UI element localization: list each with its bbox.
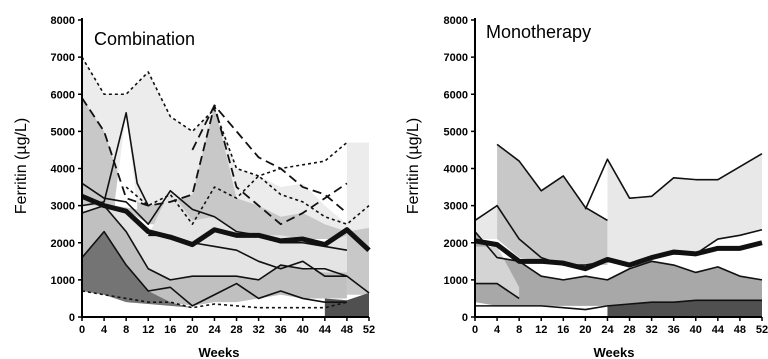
monotherapy-y-tick-label: 2000 <box>444 238 468 250</box>
combination-band-6 <box>82 205 347 306</box>
combination-x-tick-label: 32 <box>252 324 264 336</box>
combination-x-tick-label: 24 <box>208 324 221 336</box>
combination-x-tick-label: 52 <box>363 324 375 336</box>
combination-x-tick-label: 8 <box>123 324 129 336</box>
monotherapy-y-tick-label: 8000 <box>444 15 468 27</box>
monotherapy-y-tick-label: 0 <box>462 312 468 324</box>
combination-x-axis-label: Weeks <box>199 345 240 359</box>
monotherapy-x-tick-label: 24 <box>601 324 614 336</box>
combination-series-line-3 <box>81 204 348 281</box>
combination-band-2 <box>346 142 369 243</box>
combination-mean-line <box>81 194 371 253</box>
monotherapy-mean-line <box>474 238 763 272</box>
combination-x-tick-label: 4 <box>101 324 108 336</box>
monotherapy-x-tick-label: 4 <box>494 324 501 336</box>
combination-x-tick-label: 48 <box>341 324 353 336</box>
combination-x-tick-label: 20 <box>186 324 198 336</box>
combination-band-9 <box>324 292 369 317</box>
monotherapy-y-tick-label: 5000 <box>444 126 468 138</box>
monotherapy-y-tick-label: 6000 <box>444 89 468 101</box>
monotherapy-x-tick-label: 0 <box>472 324 478 336</box>
combination-y-axis-label: Ferritin (µg/L) <box>13 118 30 214</box>
monotherapy-band-3 <box>607 153 762 266</box>
combination-band-8 <box>82 231 193 308</box>
combination-series-line-9 <box>125 175 370 225</box>
combination-y-tick-label: 4000 <box>51 164 75 176</box>
combination-band-5 <box>82 190 347 284</box>
monotherapy-x-tick-label: 16 <box>557 324 569 336</box>
monotherapy-x-tick-label: 44 <box>712 324 725 336</box>
monotherapy-x-tick-label: 48 <box>734 324 746 336</box>
monotherapy-band-2 <box>497 144 608 266</box>
monotherapy-band-4 <box>475 231 762 306</box>
combination-x-tick-label: 28 <box>230 324 242 336</box>
combination-y-tick-label: 2000 <box>51 238 75 250</box>
combination-y-tick-label: 3000 <box>51 201 75 213</box>
combination-y-tick-label: 6000 <box>51 89 75 101</box>
combination-x-tick-label: 0 <box>79 324 85 336</box>
combination-title: Combination <box>94 29 195 49</box>
monotherapy-series-line-7 <box>475 299 762 311</box>
monotherapy-x-tick-label: 8 <box>516 324 522 336</box>
monotherapy-x-tick-label: 40 <box>690 324 702 336</box>
monotherapy-series-line-2 <box>496 143 608 222</box>
combination-series-line-5 <box>81 230 347 307</box>
combination-y-tick-label: 1000 <box>51 275 75 287</box>
monotherapy-y-tick-label: 3000 <box>444 201 468 213</box>
combination-x-tick-label: 40 <box>297 324 309 336</box>
combination-x-tick-label: 12 <box>142 324 154 336</box>
combination-band-4 <box>115 112 138 210</box>
monotherapy-series-line-6 <box>475 282 520 300</box>
monotherapy-x-tick-label: 32 <box>645 324 657 336</box>
combination-y-tick-label: 8000 <box>51 15 75 27</box>
monotherapy-x-tick-label: 52 <box>756 324 768 336</box>
combination-series-line-10 <box>81 290 348 309</box>
monotherapy-band-1 <box>475 205 498 240</box>
monotherapy-y-tick-label: 4000 <box>444 164 468 176</box>
monotherapy-x-tick-label: 20 <box>579 324 591 336</box>
combination-series-line-8 <box>81 56 348 177</box>
combination-x-tick-label: 44 <box>319 324 332 336</box>
monotherapy-y-tick-label: 1000 <box>444 275 468 287</box>
combination-y-tick-label: 0 <box>69 312 75 324</box>
monotherapy-x-tick-label: 12 <box>535 324 547 336</box>
monotherapy-y-axis-label: Ferritin (µg/L) <box>405 118 422 214</box>
monotherapy-x-tick-label: 36 <box>668 324 680 336</box>
monotherapy-band-6 <box>607 300 762 317</box>
combination-x-tick-label: 36 <box>275 324 287 336</box>
combination-y-tick-label: 7000 <box>51 52 75 64</box>
monotherapy-series-line-3 <box>584 152 763 210</box>
combination-x-tick-label: 16 <box>164 324 176 336</box>
combination-band-3 <box>82 97 347 240</box>
monotherapy-series-line-1 <box>474 204 608 266</box>
monotherapy-x-tick-label: 28 <box>623 324 635 336</box>
combination-y-tick-label: 5000 <box>51 126 75 138</box>
monotherapy-band-5 <box>475 246 520 299</box>
monotherapy-title: Monotherapy <box>486 22 591 42</box>
monotherapy-y-tick-label: 7000 <box>444 52 468 64</box>
combination-series-line-7 <box>191 104 348 214</box>
combination-series-line-1 <box>81 182 348 251</box>
monotherapy-x-axis-label: Weeks <box>594 345 635 359</box>
